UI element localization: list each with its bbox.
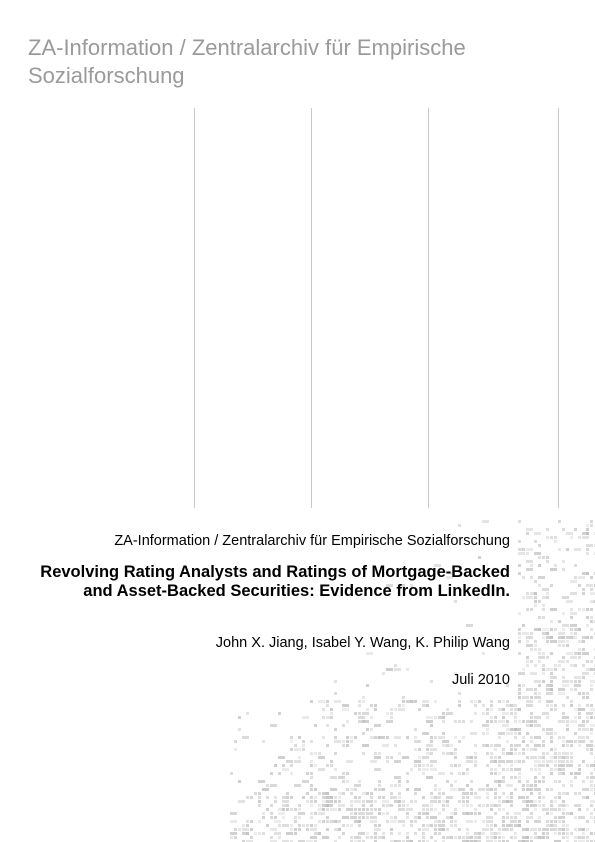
authors-line: John X. Jiang, Isabel Y. Wang, K. Philip…: [40, 634, 510, 652]
document-title: Revolving Rating Analysts and Ratings of…: [40, 563, 510, 601]
header-title: ZA-Information / Zentralarchiv für Empir…: [28, 34, 548, 90]
vertical-rule-4: [558, 108, 559, 508]
vertical-rule-3: [428, 108, 429, 508]
vertical-rule-2: [311, 108, 312, 508]
publisher-line: ZA-Information / Zentralarchiv für Empir…: [40, 532, 510, 550]
vertical-rule-1: [194, 108, 195, 508]
publication-date: Juli 2010: [40, 671, 510, 689]
